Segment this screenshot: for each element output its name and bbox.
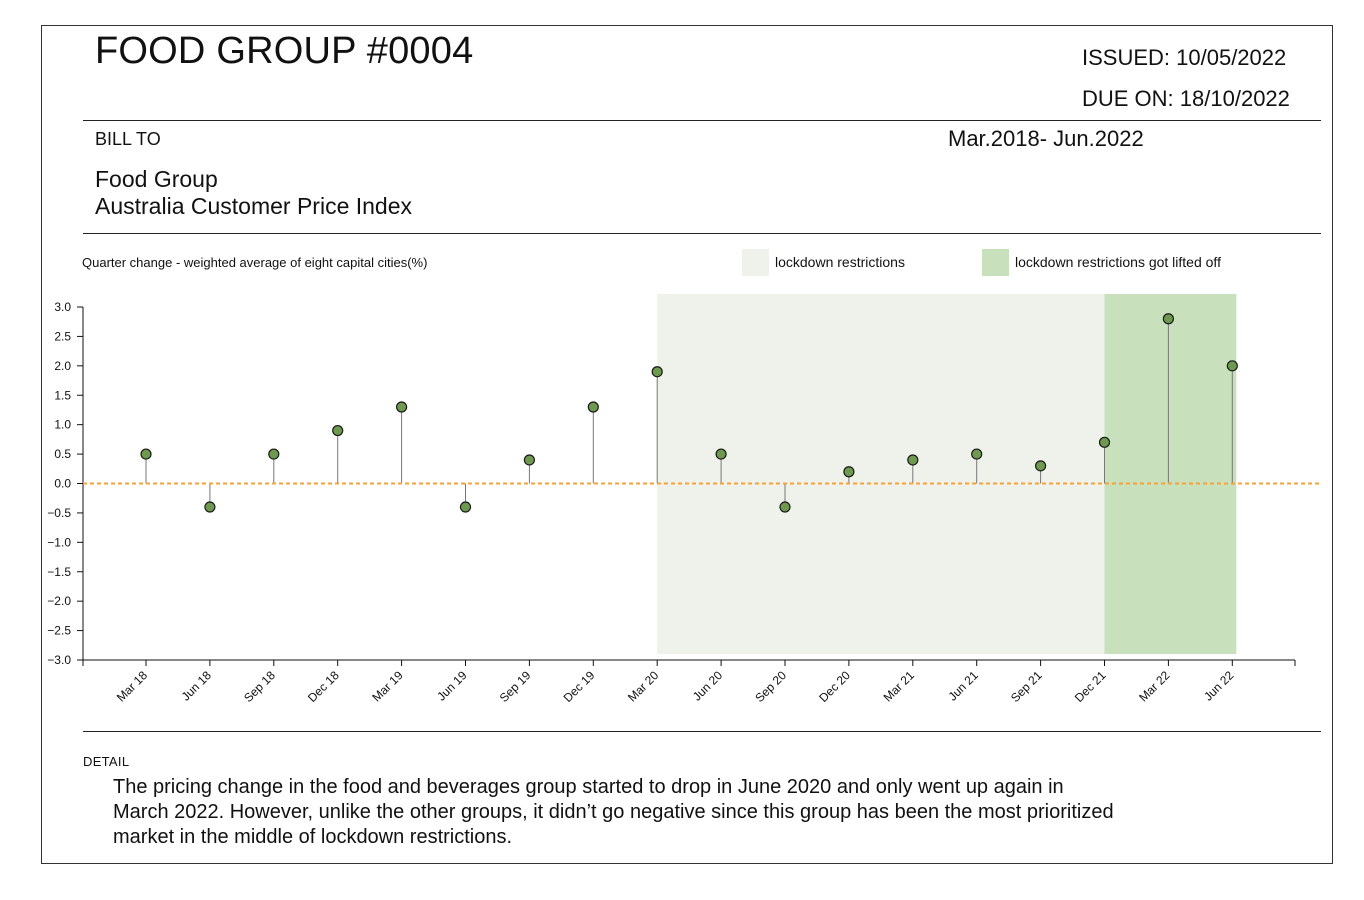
x-tick-label: Mar 18 (114, 668, 151, 705)
chart-bottom-divider (83, 731, 1321, 732)
y-axis: 3.0 2.5 2.0 1.5 1.0 0.5 0.0 −0.5 −1.0 −1.5 −2.0 −2.… (47, 300, 84, 667)
header-divider (83, 120, 1321, 121)
y-tick-label: −3.0 (47, 653, 71, 667)
x-tick-label: Sep 20 (752, 668, 789, 705)
page-title: FOOD GROUP #0004 (95, 30, 474, 72)
data-point (204, 501, 216, 513)
x-tick-label: Dec 18 (305, 668, 342, 705)
data-point (715, 448, 727, 460)
data-point (332, 424, 344, 437)
y-tick-label: −0.5 (47, 506, 71, 520)
legend-swatch (982, 249, 1009, 276)
data-point (1162, 313, 1175, 325)
y-tick-label: −2.5 (47, 624, 71, 638)
invoice-frame (41, 25, 1333, 864)
y-tick-label: 1.0 (54, 418, 71, 432)
chart-legend: lockdown restrictions lockdown restrictio… (742, 249, 1221, 276)
legend-label: lockdown restrictions (775, 254, 905, 270)
chart-top-divider (83, 233, 1321, 234)
chart-title: Quarter change - weighted average of eig… (82, 255, 427, 270)
data-point (843, 466, 855, 478)
x-tick-label: Sep 19 (497, 668, 534, 705)
x-tick-label: Dec 20 (816, 668, 853, 705)
data-point (140, 448, 152, 460)
x-axis: Mar 18 Jun 18 Sep 18 Dec 18 Mar 19 Jun 19 Sep … (82, 659, 1296, 705)
client-name: Food Group (95, 166, 218, 192)
issued-date: ISSUED: 10/05/2022 (1082, 45, 1287, 70)
x-tick-label: Jun 20 (690, 668, 726, 704)
x-tick-label: Mar 20 (625, 668, 662, 705)
bill-to-label: BILL TO (95, 129, 161, 149)
shaded-regions (657, 294, 1237, 654)
points (140, 313, 1238, 513)
data-point (1034, 460, 1047, 472)
x-tick-label: Jun 18 (179, 668, 215, 704)
x-tick-label: Dec 21 (1072, 668, 1109, 705)
data-point (651, 366, 663, 378)
data-point (907, 454, 919, 466)
data-point (587, 401, 599, 413)
y-tick-label: 3.0 (54, 300, 71, 314)
y-tick-label: −1.0 (47, 535, 71, 549)
y-tick-label: 2.5 (54, 329, 71, 343)
data-point (459, 501, 472, 513)
data-point (1098, 436, 1111, 448)
x-tick-label: Mar 21 (881, 668, 918, 705)
legend-label: lockdown restrictions got lifted off (1015, 254, 1221, 270)
data-point (1226, 360, 1238, 372)
client-subtitle: Australia Customer Price Index (95, 193, 413, 219)
data-point (971, 448, 983, 460)
billing-period: Mar.2018- Jun.2022 (948, 126, 1144, 151)
x-tick-label: Sep 18 (241, 668, 278, 705)
legend-swatch (742, 249, 769, 276)
due-date: DUE ON: 18/10/2022 (1082, 86, 1290, 111)
x-tick-label: Jun 19 (434, 668, 470, 704)
detail-text: The pricing change in the food and bever… (113, 776, 1114, 848)
x-tick-label: Jun 21 (945, 668, 981, 704)
data-point (396, 401, 408, 413)
shaded-region (657, 294, 1105, 654)
data-point (523, 454, 536, 466)
y-tick-label: −1.5 (47, 565, 71, 579)
y-tick-label: −2.0 (47, 594, 71, 608)
x-tick-label: Mar 19 (369, 668, 406, 705)
detail-label: DETAIL (83, 754, 130, 769)
data-point (779, 501, 791, 513)
y-tick-label: 0.0 (54, 477, 71, 491)
y-tick-label: 2.0 (54, 359, 71, 373)
x-tick-label: Jun 22 (1201, 668, 1237, 704)
x-tick-label: Dec 19 (561, 668, 598, 705)
data-point (268, 448, 280, 460)
y-tick-label: 1.5 (54, 388, 71, 402)
x-tick-label: Sep 21 (1008, 668, 1045, 705)
y-tick-label: 0.5 (54, 447, 71, 461)
shaded-region (1104, 294, 1237, 654)
x-tick-label: Mar 22 (1136, 668, 1173, 705)
